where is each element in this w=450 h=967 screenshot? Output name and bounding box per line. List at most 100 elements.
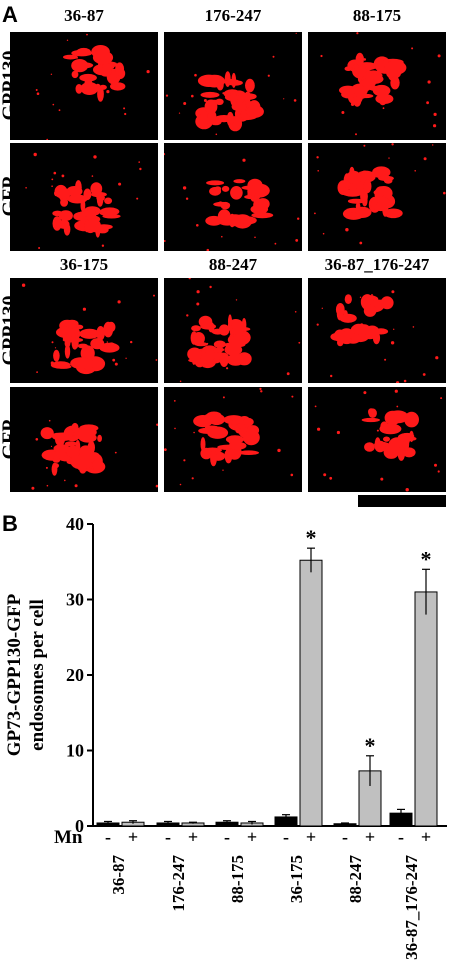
signal-dot	[218, 201, 223, 205]
signal-blob	[58, 188, 70, 202]
signal-blob	[346, 212, 356, 219]
signal-dot	[380, 477, 384, 481]
signal-blob	[371, 171, 376, 180]
condition-label: +	[306, 827, 316, 847]
signal-blob	[51, 432, 67, 438]
signal-dot	[363, 391, 367, 395]
signal-dot	[394, 389, 398, 393]
signal-blob	[248, 183, 270, 198]
signal-dot	[323, 473, 327, 477]
signal-dot	[165, 94, 169, 97]
signal-dot	[434, 463, 437, 467]
signal-blob	[238, 450, 259, 455]
signal-dot	[183, 459, 186, 462]
signal-blob	[379, 423, 402, 435]
signal-blob	[70, 454, 92, 470]
signal-blob	[228, 314, 232, 329]
signal-dot	[139, 167, 142, 171]
signal-dot	[52, 103, 55, 106]
signal-dot	[125, 357, 127, 359]
signal-dot	[440, 397, 443, 400]
signal-dot	[222, 92, 225, 95]
signal-blob	[52, 210, 63, 217]
signal-blob	[231, 101, 247, 112]
signal-blob	[192, 332, 205, 345]
signal-dot	[405, 488, 409, 492]
signal-dot	[254, 236, 256, 239]
signal-blob	[68, 429, 74, 437]
signal-dot	[106, 341, 109, 343]
signal-blob	[363, 333, 376, 340]
signal-dot	[50, 445, 53, 447]
signal-blob	[79, 73, 97, 82]
signal-dot	[196, 224, 199, 227]
column-title: 176-247	[204, 6, 262, 25]
signal-blob	[364, 442, 375, 452]
micrograph	[308, 32, 446, 140]
signal-dot	[48, 419, 51, 422]
signal-blob	[241, 318, 247, 332]
y-tick-label: 30	[66, 590, 84, 610]
signal-dot	[66, 39, 69, 41]
signal-blob	[230, 419, 239, 425]
category-label: 36-87	[109, 855, 128, 895]
signal-dot	[203, 99, 207, 102]
signal-blob	[75, 84, 83, 94]
signal-dot	[156, 423, 158, 426]
y-axis-label: endosomes per cell	[27, 599, 48, 751]
signal-blob	[102, 63, 115, 70]
micrograph	[308, 143, 446, 251]
signal-dot	[226, 367, 229, 370]
signal-dot	[290, 473, 294, 477]
significance-star: *	[421, 546, 432, 571]
signal-dot	[101, 244, 105, 247]
signal-dot	[196, 290, 200, 294]
signal-dot	[426, 101, 429, 105]
signal-blob	[52, 457, 61, 463]
signal-blob	[187, 347, 202, 361]
signal-blob	[228, 441, 247, 450]
signal-blob	[64, 344, 71, 359]
signal-blob	[224, 71, 231, 87]
signal-dot	[391, 290, 395, 294]
condition-label: -	[165, 827, 171, 847]
signal-blob	[225, 214, 245, 227]
micrograph	[10, 387, 158, 492]
micrograph	[164, 32, 302, 140]
signal-dot	[387, 59, 391, 62]
signal-blob	[91, 45, 110, 59]
signal-blob	[104, 197, 113, 205]
micrograph	[164, 278, 302, 383]
signal-dot	[118, 182, 122, 186]
signal-blob	[250, 204, 269, 214]
signal-dot	[260, 390, 263, 393]
signal-dot	[136, 197, 139, 200]
signal-blob	[103, 321, 114, 338]
category-label: 88-247	[346, 855, 365, 904]
signal-dot	[232, 331, 236, 335]
signal-dot	[46, 484, 49, 487]
signal-dot	[185, 197, 189, 200]
signal-blob	[380, 296, 394, 310]
signal-blob	[342, 189, 363, 197]
signal-blob	[198, 315, 213, 328]
signal-dot	[345, 228, 349, 232]
signal-dot	[322, 232, 325, 235]
signal-dot	[38, 247, 41, 249]
signal-blob	[213, 340, 226, 349]
micrograph	[10, 143, 158, 251]
signal-blob	[56, 326, 75, 338]
signal-blob	[346, 170, 361, 184]
signal-blob	[356, 170, 376, 183]
signal-dot	[164, 448, 167, 451]
signal-dot	[93, 155, 97, 159]
significance-star: *	[365, 733, 376, 758]
column-title: 88-175	[352, 6, 402, 25]
signal-dot	[314, 405, 317, 408]
micrograph	[164, 143, 302, 251]
signal-dot	[286, 372, 290, 376]
significance-star: *	[306, 525, 317, 550]
signal-blob	[67, 194, 88, 204]
signal-dot	[124, 112, 127, 116]
signal-dot	[314, 212, 316, 215]
